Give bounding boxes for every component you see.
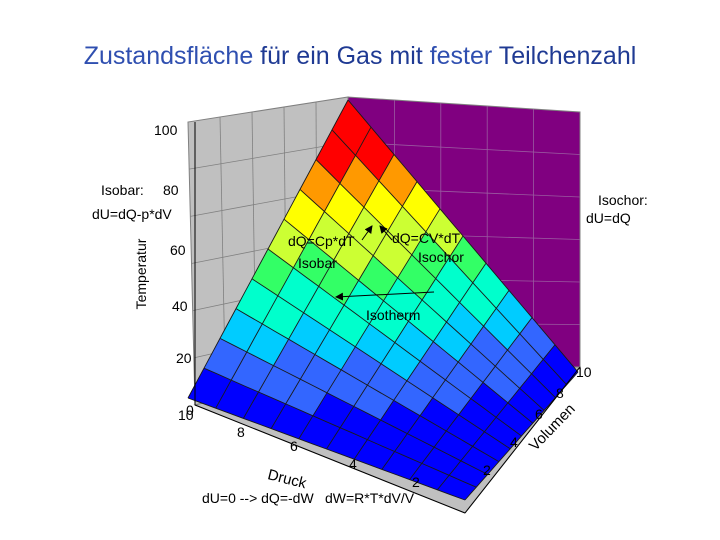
v-tick-6: 6 — [535, 406, 543, 422]
state-equation: dW=R*T*dV/V — [325, 490, 415, 506]
pressure-axis-line — [194, 404, 466, 514]
isobar-formula: dU=dQ-p*dV — [92, 206, 172, 222]
left-wall-hline — [189, 141, 349, 170]
isobar-equation: dQ=Cp*dT — [288, 233, 355, 249]
title-part-4: Teilchenzahl — [492, 42, 637, 70]
mesh-line-v — [243, 154, 395, 419]
mesh-line-v — [409, 317, 533, 480]
isobar-title: Isobar: — [101, 182, 144, 198]
isochor-label: Isochor — [418, 249, 464, 265]
z-tick-100: 100 — [154, 122, 178, 138]
v-tick-2: 2 — [483, 462, 491, 478]
p-tick-6: 6 — [290, 438, 298, 454]
slide-title: Zustandsfläche für ein Gas mit fester Te… — [0, 42, 720, 71]
isotherm-label: Isotherm — [366, 307, 421, 323]
isochor-title: Isochor: — [598, 192, 648, 208]
isotherm-equation: dU=0 --> dQ=-dW — [202, 490, 314, 506]
z-tick-40: 40 — [172, 298, 188, 314]
mesh-line-v — [215, 126, 372, 409]
isobar-arrow — [361, 225, 373, 241]
right-wall-hline — [347, 141, 581, 155]
mesh-line-v — [353, 262, 487, 460]
mesh-line-v — [381, 290, 510, 470]
title-part-2: für ein Gas mit — [253, 42, 430, 70]
v-tick-10: 10 — [576, 364, 592, 380]
title-part-1: Zustandsfläche — [83, 42, 254, 70]
v-tick-8: 8 — [556, 385, 564, 401]
z-tick-0: 0 — [186, 402, 194, 418]
mesh-line-v — [187, 99, 349, 399]
z-axis-label: Temperatur — [133, 238, 149, 310]
isobar-label: Isobar — [298, 255, 337, 271]
isotherm-arrow — [335, 291, 435, 301]
isochor-arrow — [379, 225, 393, 241]
p-tick-8: 8 — [237, 424, 245, 440]
mesh-line-v — [270, 181, 418, 429]
annotation-arrows — [335, 225, 435, 301]
isochor-formula: dU=dQ — [586, 210, 631, 226]
z-tick-60: 60 — [170, 242, 186, 258]
p-tick-10: 10 — [178, 407, 194, 423]
z-tick-80: 80 — [163, 182, 179, 198]
volume-axis-line — [464, 366, 581, 514]
p-tick-2: 2 — [412, 474, 420, 490]
axis-lines — [194, 122, 581, 514]
v-tick-4: 4 — [510, 434, 518, 450]
mesh-line-v — [298, 208, 441, 440]
z-tick-20: 20 — [176, 350, 192, 366]
mesh-line-v — [326, 235, 464, 450]
title-part-3: fester — [429, 42, 493, 70]
p-tick-4: 4 — [349, 456, 357, 472]
isochor-equation: dQ=CV*dT — [392, 230, 461, 246]
mesh-line-v — [436, 344, 556, 491]
